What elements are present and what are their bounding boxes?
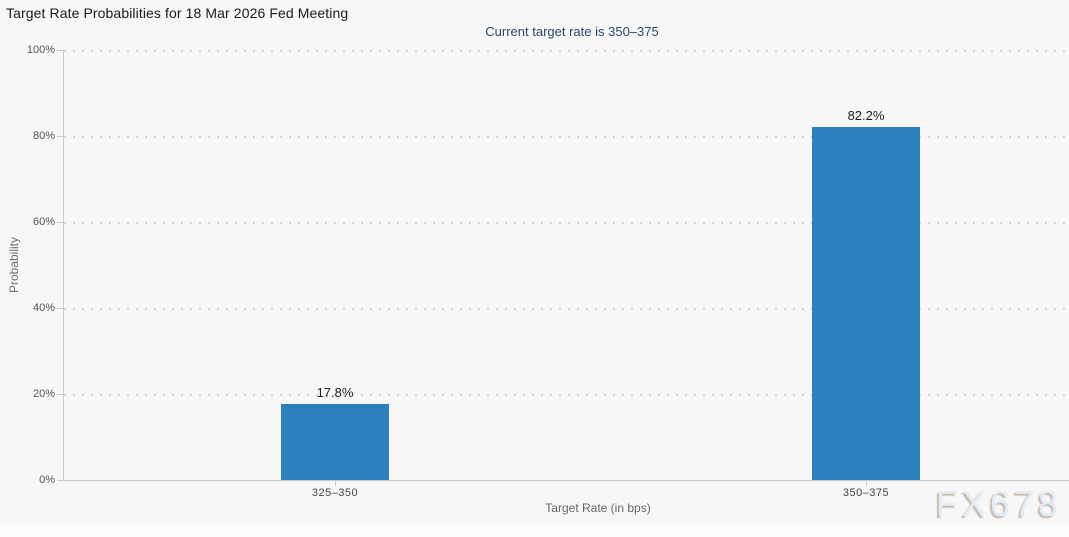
y-axis-label: 20% [32, 388, 55, 400]
x-axis-title: Target Rate (in bps) [545, 501, 651, 515]
x-tick [866, 481, 867, 486]
y-tick [57, 136, 63, 137]
bar-group: 17.8% [281, 50, 389, 480]
y-axis-label: 60% [32, 216, 55, 228]
y-axis-label: 0% [39, 474, 55, 486]
plot-area [63, 50, 1069, 481]
gridline-40 [64, 308, 1069, 310]
chart-subtitle: Current target rate is 350–375 [485, 24, 659, 39]
x-axis-category: 325–350 [311, 487, 359, 499]
bar-value-label: 82.2% [847, 107, 885, 123]
y-axis-title: Probability [7, 236, 21, 294]
bottom-strip [0, 524, 1069, 537]
bar-group: 82.2% [812, 50, 920, 480]
fx678-watermark: FX678 [936, 483, 1063, 524]
gridline-60 [64, 222, 1069, 224]
y-axis-label: 80% [32, 130, 55, 142]
y-tick [57, 308, 63, 309]
x-tick [335, 481, 336, 486]
gridline-20 [64, 394, 1069, 396]
bar [812, 126, 920, 480]
y-tick [57, 222, 63, 223]
x-axis-category: 350–375 [842, 487, 890, 499]
y-axis-label: 40% [32, 302, 55, 314]
y-tick [57, 50, 63, 51]
chart-title: Target Rate Probabilities for 18 Mar 202… [6, 5, 349, 21]
gridline-100 [64, 50, 1069, 52]
bar [281, 403, 389, 480]
bar-value-label: 17.8% [316, 384, 354, 400]
y-tick [57, 480, 63, 481]
y-axis-label: 100% [26, 44, 55, 56]
y-tick [57, 394, 63, 395]
gridline-80 [64, 136, 1069, 138]
